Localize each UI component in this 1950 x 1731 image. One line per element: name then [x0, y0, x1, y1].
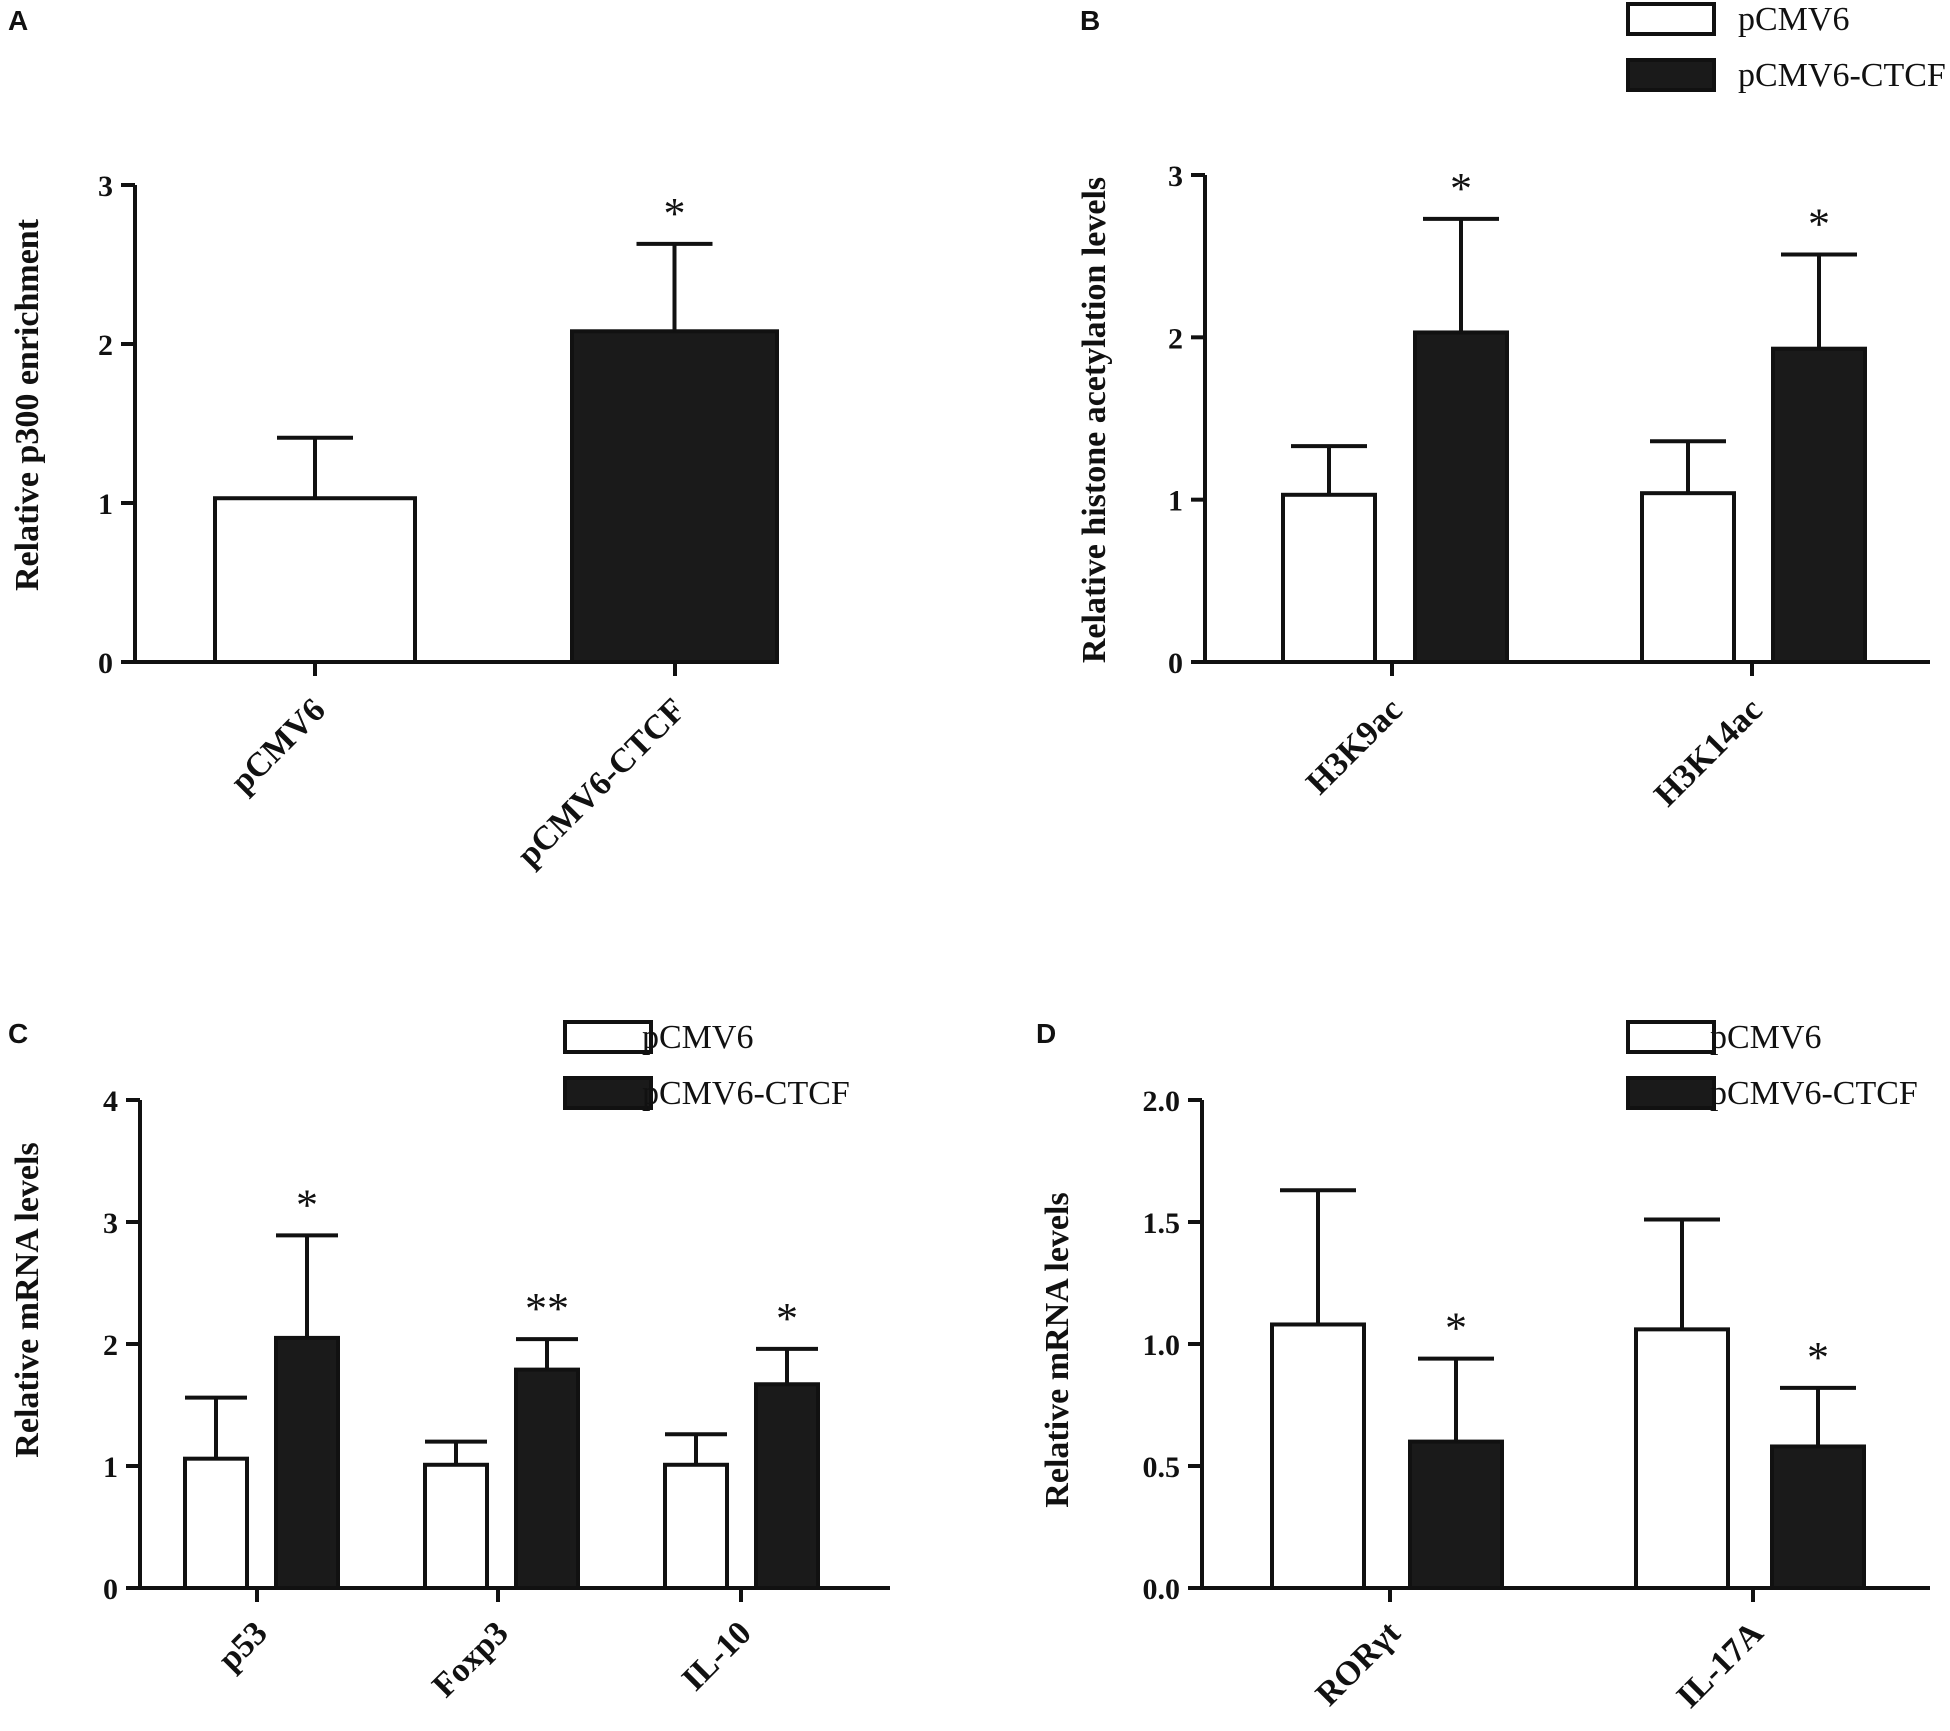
- panel-label-c: C: [8, 1018, 28, 1049]
- y-axis-label: Relative histone acetylation levels: [1076, 177, 1113, 663]
- y-tick-label: 3: [1168, 160, 1183, 193]
- category-labels: H3K9ac H3K14ac: [1299, 691, 1769, 813]
- bar-p53-pcmv6-ctcf: [274, 1335, 340, 1591]
- significance-marks: *** *: [296, 1180, 798, 1342]
- legend-label-pcmv6: pCMV6: [642, 1019, 753, 1056]
- panel-c: C Relative mRNA levels pCMV6 pCMV6-CTCF …: [8, 1018, 890, 1705]
- y-ticks: 0.0 0.5 1.0 1.5 2.0: [1143, 1085, 1755, 1606]
- y-tick-label: 0.0: [1143, 1573, 1181, 1606]
- y-ticks: 0 1 2 3 4: [103, 1085, 743, 1606]
- significance-marks: **: [1450, 164, 1830, 249]
- significance-mark: *: [1450, 164, 1472, 213]
- category-label-h3k9ac: H3K9ac: [1299, 691, 1409, 801]
- legend-swatch-pcmv6-ctcf: [563, 1076, 653, 1110]
- y-tick-label: 1: [103, 1451, 118, 1484]
- significance-marks: *: [664, 189, 686, 238]
- bars: [1281, 330, 1867, 664]
- panel-label-a: A: [8, 5, 28, 36]
- category-label-pcmv6: pCMV6: [224, 691, 333, 800]
- error-bars: [1291, 216, 1857, 495]
- category-label-pcmv6-ctcf: pCMV6-CTCF: [510, 691, 692, 873]
- y-tick-label: 0: [1168, 647, 1183, 680]
- bar-h3k9ac-pcmv6: [1281, 492, 1377, 664]
- error-bars: [1280, 1188, 1856, 1447]
- category-label-il-10: IL-10: [675, 1614, 759, 1698]
- significance-mark: *: [1807, 1333, 1829, 1382]
- significance-mark: *: [664, 189, 686, 238]
- y-tick-label: 0: [103, 1573, 118, 1606]
- y-tick-label: 2: [1168, 322, 1183, 355]
- legend-label-pcmv6-ctcf: pCMV6-CTCF: [642, 1075, 850, 1112]
- bar-h3k14ac-pcmv6-ctcf: [1771, 346, 1867, 664]
- panel-d: D Relative mRNA levels pCMV6 pCMV6-CTCF …: [1036, 1018, 1930, 1715]
- category-labels: p53 Foxp3 IL-10: [211, 1614, 759, 1704]
- bar-il-17a-pcmv6: [1634, 1327, 1730, 1590]
- bars: [1270, 1322, 1866, 1590]
- y-tick-label: 3: [98, 170, 113, 203]
- category-label-h3k14ac: H3K14ac: [1647, 691, 1769, 813]
- bar-pcmv6-ctcf: [570, 329, 779, 664]
- legend: pCMV6 pCMV6-CTCF: [563, 1019, 850, 1112]
- bar-ror-t-pcmv6: [1270, 1322, 1366, 1590]
- y-tick-label: 2: [103, 1329, 118, 1362]
- bar-il-17a-pcmv6-ctcf: [1770, 1444, 1866, 1590]
- y-axis-label: Relative p300 enrichment: [9, 218, 46, 591]
- bar-foxp3-pcmv6-ctcf: [514, 1367, 580, 1590]
- y-tick-label: 0.5: [1143, 1451, 1181, 1484]
- y-ticks: 0 1 2 3: [98, 170, 677, 680]
- bar-foxp3-pcmv6: [423, 1462, 489, 1591]
- y-tick-label: 0: [98, 647, 113, 680]
- y-tick-label: 2.0: [1143, 1085, 1181, 1118]
- legend-swatch-pcmv6-ctcf: [1626, 58, 1716, 92]
- significance-mark: *: [296, 1180, 318, 1229]
- bar-il-10-pcmv6: [663, 1462, 729, 1591]
- legend: pCMV6 pCMV6-CTCF: [1626, 1019, 1918, 1112]
- error-bars: [185, 1233, 818, 1465]
- y-tick-label: 3: [103, 1207, 118, 1240]
- bar-il-10-pcmv6-ctcf: [754, 1382, 820, 1591]
- bar-pcmv6: [213, 496, 417, 665]
- y-tick-label: 1: [98, 488, 113, 521]
- legend-swatch-pcmv6: [563, 1020, 653, 1054]
- category-labels: pCMV6 pCMV6-CTCF: [224, 691, 693, 873]
- panel-label-b: B: [1080, 5, 1100, 36]
- significance-marks: **: [1445, 1304, 1829, 1382]
- bar-p53-pcmv6: [183, 1456, 249, 1591]
- significance-mark: *: [1808, 200, 1830, 249]
- category-label-ror-t: RORγt: [1309, 1614, 1408, 1713]
- error-bars: [277, 241, 713, 499]
- bar-h3k14ac-pcmv6: [1640, 491, 1736, 664]
- significance-mark: *: [1445, 1304, 1467, 1353]
- legend-label-pcmv6: pCMV6: [1710, 1019, 1821, 1056]
- y-axis-label: Relative mRNA levels: [9, 1142, 46, 1457]
- legend-label-pcmv6-ctcf: pCMV6-CTCF: [1738, 57, 1946, 94]
- legend-swatch-pcmv6-ctcf: [1626, 1076, 1716, 1110]
- y-tick-label: 4: [103, 1085, 118, 1118]
- bars: [213, 329, 779, 665]
- significance-mark: *: [776, 1294, 798, 1343]
- legend-swatch-pcmv6: [1626, 1020, 1716, 1054]
- category-label-p53: p53: [211, 1614, 275, 1678]
- bars: [183, 1335, 820, 1591]
- category-labels: RORγt IL-17A: [1309, 1614, 1771, 1715]
- y-ticks: 0 1 2 3: [1168, 160, 1754, 680]
- legend-swatch-pcmv6: [1626, 2, 1716, 36]
- panel-label-d: D: [1036, 1018, 1056, 1049]
- y-tick-label: 1.5: [1143, 1207, 1181, 1240]
- y-tick-label: 1: [1168, 485, 1183, 518]
- legend: pCMV6 pCMV6-CTCF: [1626, 1, 1946, 94]
- significance-mark: **: [525, 1284, 569, 1333]
- bar-ror-t-pcmv6-ctcf: [1408, 1439, 1504, 1590]
- category-label-il-17a: IL-17A: [1670, 1614, 1771, 1715]
- category-label-foxp3: Foxp3: [425, 1614, 515, 1704]
- y-tick-label: 1.0: [1143, 1329, 1181, 1362]
- y-tick-label: 2: [98, 329, 113, 362]
- legend-label-pcmv6-ctcf: pCMV6-CTCF: [1710, 1075, 1918, 1112]
- y-axis-label: Relative mRNA levels: [1039, 1192, 1076, 1507]
- panel-b: B Relative histone acetylation levels pC…: [1076, 1, 1946, 814]
- legend-label-pcmv6: pCMV6: [1738, 1, 1849, 38]
- bar-h3k9ac-pcmv6-ctcf: [1413, 330, 1509, 664]
